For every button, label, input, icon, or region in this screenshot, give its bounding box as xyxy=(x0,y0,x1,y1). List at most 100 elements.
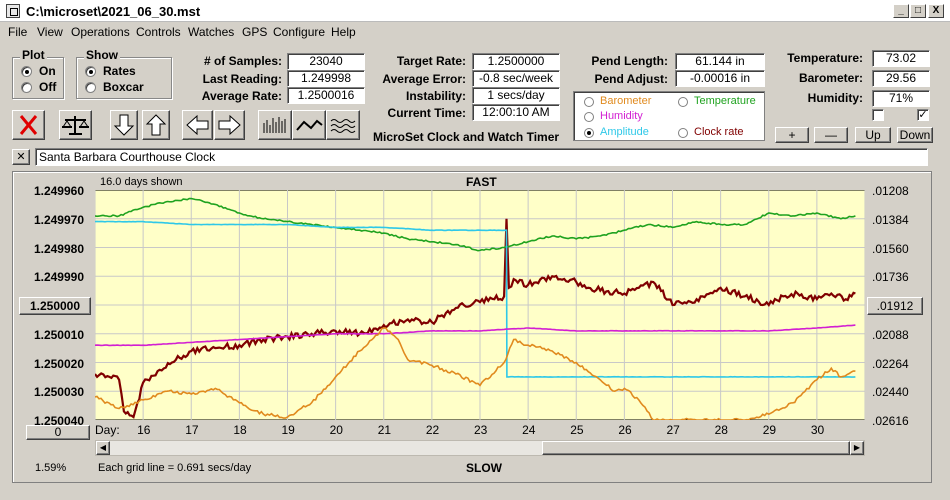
current-time-label: Current Time: xyxy=(387,106,466,120)
offset-button[interactable]: 0 xyxy=(26,425,90,440)
plot-off-radio[interactable] xyxy=(21,82,32,93)
left-tick-label: 1.250030 xyxy=(33,385,84,400)
menu-controls[interactable]: Controls xyxy=(136,25,181,39)
center-amplitude-button[interactable]: .01912 xyxy=(867,297,923,315)
zoom-in-button[interactable]: + xyxy=(775,127,809,143)
menu-file[interactable]: File xyxy=(8,25,28,39)
series-line-amplitude xyxy=(95,220,856,378)
day-tick-label: 19 xyxy=(281,423,295,437)
arrow-left-button[interactable] xyxy=(182,110,213,140)
average-rate-label: Average Rate: xyxy=(201,89,282,103)
days-shown-label: 16.0 days shown xyxy=(100,176,183,188)
bars-plot-button[interactable] xyxy=(258,110,292,140)
show-boxcar-radio[interactable] xyxy=(85,82,96,93)
average-error-label: Average Error: xyxy=(382,72,466,86)
clock-name-field[interactable]: Santa Barbara Courthouse Clock xyxy=(35,148,928,166)
title-bar: C:\microset\2021_06_30.mst _ □ X xyxy=(0,0,950,22)
samples-label: # of Samples: xyxy=(203,54,282,68)
zoom-out-button[interactable]: — xyxy=(814,127,848,143)
fast-label: FAST xyxy=(466,175,497,189)
wave-plot-button[interactable] xyxy=(326,110,360,140)
horizontal-scrollbar[interactable]: ◀ ▶ xyxy=(95,440,865,456)
plot-off-label: Off xyxy=(39,80,57,94)
close-button[interactable]: X xyxy=(928,4,944,18)
line-plot-button[interactable] xyxy=(292,110,326,140)
legend-clock-rate-radio[interactable] xyxy=(678,128,688,138)
menu-view[interactable]: View xyxy=(37,25,63,39)
average-rate-field: 1.2500016 xyxy=(287,87,365,104)
pend-adjust-field: -0.00016 in xyxy=(675,70,765,87)
day-tick-label: 17 xyxy=(185,423,199,437)
arrow-left-icon xyxy=(186,114,209,136)
day-tick-label: 30 xyxy=(810,423,825,437)
menu-operations[interactable]: Operations xyxy=(71,25,130,39)
show-rates-label: Rates xyxy=(103,64,136,78)
day-tick-label: 18 xyxy=(233,423,247,437)
arrow-down-button[interactable] xyxy=(110,110,138,140)
instability-field: 1 secs/day xyxy=(472,87,560,104)
bars-plot-icon xyxy=(263,117,286,133)
legend-amplitude-radio[interactable] xyxy=(584,128,594,138)
menu-gps[interactable]: GPS xyxy=(242,25,268,39)
day-tick-label: 29 xyxy=(762,423,777,437)
series-line-clock-rate xyxy=(95,218,856,419)
menu-help[interactable]: Help xyxy=(331,25,356,39)
arrow-up-icon xyxy=(145,114,167,136)
rate-chart xyxy=(95,190,865,420)
pend-length-field: 61.144 in xyxy=(675,53,765,70)
last-reading-field: 1.249998 xyxy=(287,70,365,87)
day-tick-label: 20 xyxy=(329,423,343,437)
series-line-temperature xyxy=(95,197,856,252)
scroll-left-button[interactable]: ◀ xyxy=(96,441,110,455)
day-axis-label: Day: xyxy=(95,423,120,437)
humidity-label: Humidity: xyxy=(807,91,863,105)
balance-icon xyxy=(62,116,89,135)
day-tick-label: 25 xyxy=(570,423,584,437)
left-tick-label: 1.249980 xyxy=(33,241,84,256)
barometer-field: 29.56 xyxy=(872,70,930,87)
show-group xyxy=(76,57,172,99)
grid-note: Each grid line = 0.691 secs/day xyxy=(98,462,252,474)
scroll-down-button[interactable]: Down xyxy=(897,127,933,143)
legend-humidity-radio[interactable] xyxy=(584,112,594,122)
humidity-field: 71% xyxy=(872,90,930,107)
right-tick-label: .02616 xyxy=(872,414,909,428)
right-tick-label: .02264 xyxy=(872,356,909,371)
balance-button[interactable] xyxy=(59,110,92,140)
temperature-field: 73.02 xyxy=(872,50,930,67)
right-tick-label: .01560 xyxy=(872,241,909,256)
scroll-right-button[interactable]: ▶ xyxy=(850,441,864,455)
arrow-right-icon xyxy=(218,114,241,136)
clear-button[interactable] xyxy=(12,110,45,140)
humidity-checkbox[interactable] xyxy=(872,109,884,121)
left-tick-label: 1.249990 xyxy=(33,270,84,285)
maximize-button[interactable]: □ xyxy=(910,4,926,18)
scroll-up-button[interactable]: Up xyxy=(855,127,891,143)
scrollbar-thumb[interactable] xyxy=(542,441,850,455)
legend-temperature-radio[interactable] xyxy=(678,97,688,107)
arrow-right-button[interactable] xyxy=(214,110,245,140)
app-subtitle: MicroSet Clock and Watch Timer xyxy=(373,130,560,144)
slow-label: SLOW xyxy=(466,461,502,475)
menu-watches[interactable]: Watches xyxy=(188,25,235,39)
arrow-up-button[interactable] xyxy=(142,110,170,140)
plot-checkbox[interactable]: ✓ xyxy=(917,109,929,121)
close-clock-button[interactable]: ✕ xyxy=(12,149,30,165)
left-tick-label: 1.249970 xyxy=(33,212,84,227)
plot-on-radio[interactable] xyxy=(21,66,32,77)
menu-bar: File View Operations Controls Watches GP… xyxy=(0,23,950,41)
left-tick-label: 1.249960 xyxy=(33,184,84,198)
arrow-down-icon xyxy=(113,114,135,136)
legend-barometer-radio[interactable] xyxy=(584,97,594,107)
instability-label: Instability: xyxy=(405,89,466,103)
right-tick-label: .01736 xyxy=(872,270,909,285)
menu-configure[interactable]: Configure xyxy=(273,25,326,39)
day-tick-label: 28 xyxy=(714,423,728,437)
center-rate-button[interactable]: 1.250000 xyxy=(19,297,91,315)
series-line-humidity xyxy=(95,324,856,347)
show-rates-radio[interactable] xyxy=(85,66,96,77)
series-line-barometer xyxy=(95,327,856,420)
right-tick-label: .02088 xyxy=(872,327,909,342)
last-reading-label: Last Reading: xyxy=(202,72,282,86)
minimize-button[interactable]: _ xyxy=(893,4,909,18)
